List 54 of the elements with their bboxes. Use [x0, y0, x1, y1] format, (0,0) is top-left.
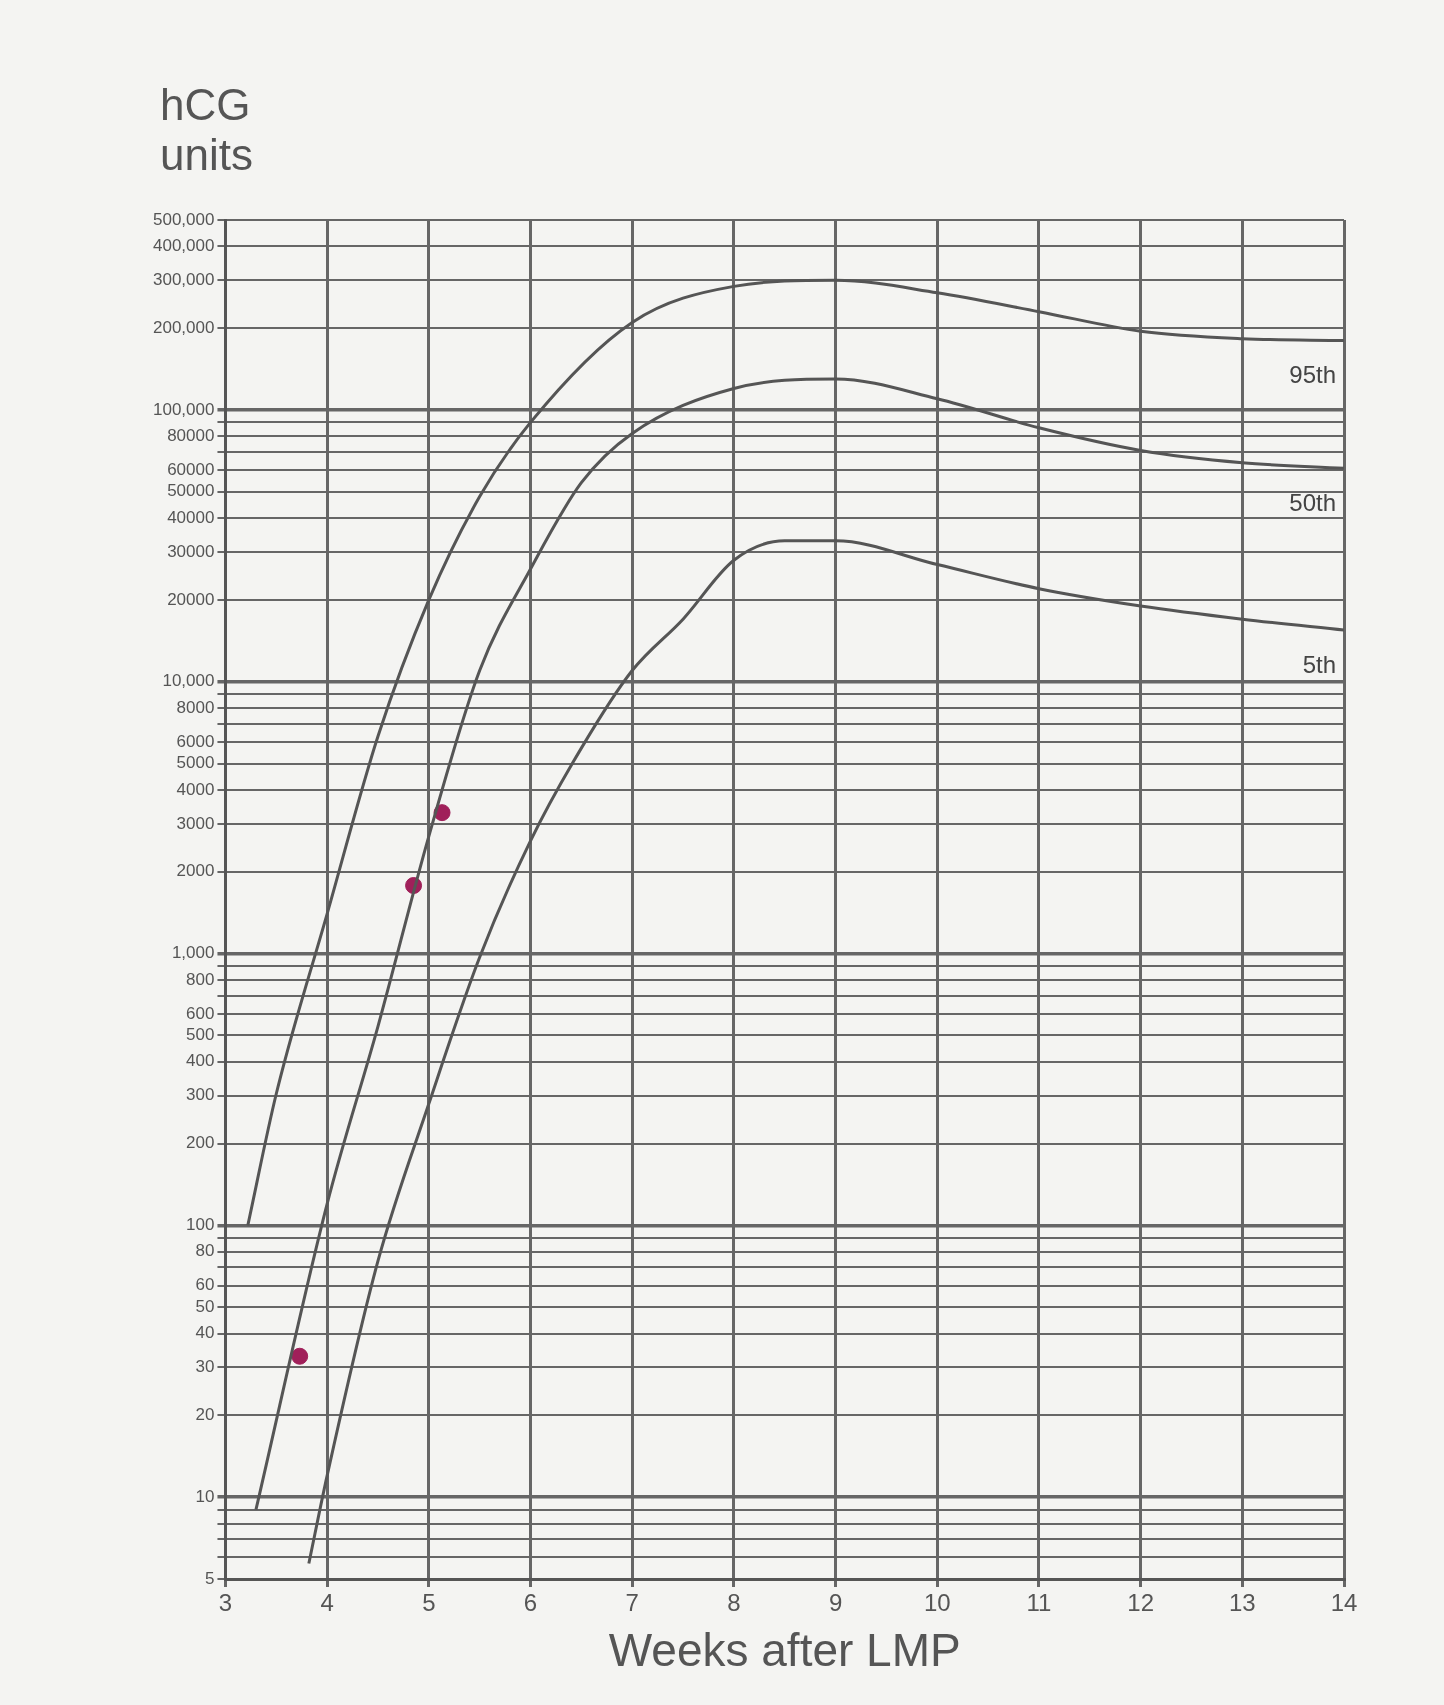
x-tick-label: 5: [422, 1589, 436, 1617]
x-tick-label: 8: [727, 1589, 741, 1617]
y-tick-label: 600: [186, 1003, 215, 1023]
y-tick-label: 400: [186, 1051, 215, 1071]
y-tick-label: 20000: [167, 589, 215, 609]
y-tick-label: 300: [186, 1085, 215, 1105]
x-tick-label: 6: [523, 1589, 538, 1617]
y-tick-label: 4000: [176, 779, 215, 799]
y-tick-label: 10,000: [162, 671, 215, 691]
line-series: [307, 539, 1344, 1566]
y-tick-label: 50000: [167, 481, 215, 501]
series-label: 95th: [1289, 361, 1336, 389]
point: [291, 1347, 309, 1365]
y-tick-label: 60000: [167, 459, 215, 479]
y-tick-label: 800: [186, 969, 215, 989]
y-tick-label: 30: [195, 1357, 215, 1377]
y-tick-label: 100: [186, 1215, 215, 1235]
y-tick-label: 6000: [176, 731, 215, 751]
x-tick-label: 13: [1228, 1589, 1256, 1617]
y-tick-label: 40000: [167, 507, 215, 527]
y-tick-label: 1,000: [171, 943, 215, 963]
y-tick-label: 500: [186, 1025, 215, 1045]
series-label: 5th: [1302, 650, 1336, 678]
series-label: 50th: [1289, 488, 1336, 516]
x-tick-label: 12: [1127, 1589, 1154, 1617]
x-tick-label: 9: [828, 1589, 843, 1617]
y-tick-label: 5000: [176, 753, 215, 773]
y-tick-label: 10: [195, 1486, 215, 1506]
y-tick-label: 200,000: [153, 317, 215, 337]
y-tick-label: 80: [195, 1241, 215, 1261]
y-tick-label: 20: [195, 1405, 215, 1425]
y-tick-label: 100,000: [153, 399, 215, 419]
y-tick-label: 60: [195, 1275, 215, 1295]
y-tick-label: 300,000: [153, 269, 215, 289]
x-tick-label: 11: [1026, 1589, 1052, 1617]
y-tick-label: 80000: [167, 426, 215, 446]
line-series: [246, 278, 1344, 1227]
y-tick-label: 400,000: [153, 236, 215, 256]
x-tick-label: 7: [625, 1589, 639, 1617]
y-tick-label: 8000: [176, 697, 215, 717]
x-tick-label: 3: [218, 1589, 233, 1617]
y-tick-label: 30000: [167, 541, 215, 561]
x-tick-label: 14: [1330, 1589, 1358, 1617]
y-tick-label: 500,000: [153, 209, 215, 229]
y-tick-label: 200: [186, 1133, 215, 1153]
y-tick-label: 2000: [176, 861, 215, 881]
y-tick-label: 3000: [176, 813, 215, 833]
y-tick-label: 40: [195, 1323, 215, 1343]
x-axis-title: Weeks after LMP: [608, 1624, 961, 1677]
y-tick-label: 50: [195, 1296, 215, 1316]
y-tick-label: 5: [204, 1568, 215, 1588]
x-tick-label: 4: [320, 1589, 334, 1617]
y-axis-title: hCG units: [160, 80, 253, 179]
x-tick-label: 10: [923, 1589, 951, 1617]
